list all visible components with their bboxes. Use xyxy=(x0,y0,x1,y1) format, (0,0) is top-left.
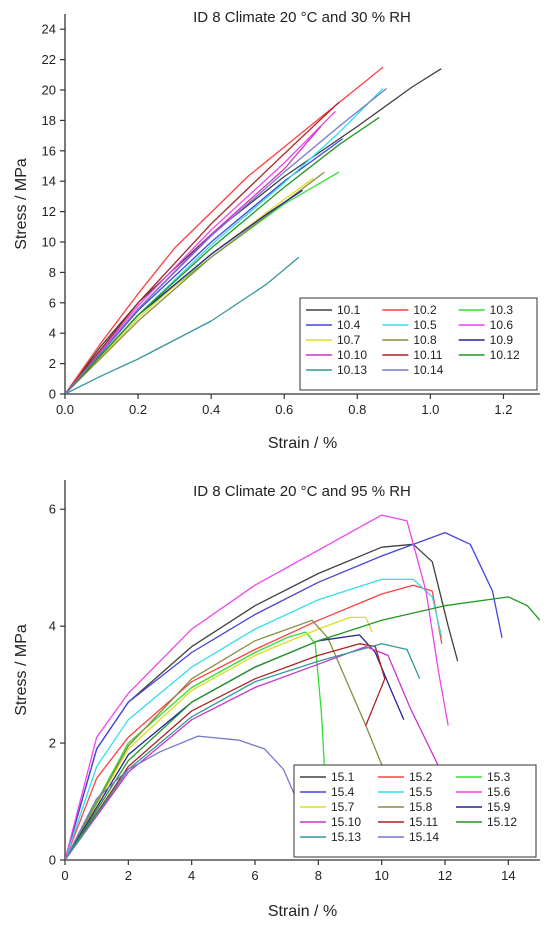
x-tick-label: 0.6 xyxy=(275,402,293,417)
x-axis-label: Strain / % xyxy=(268,903,337,920)
x-tick-label: 0 xyxy=(61,868,68,883)
series-line-10.13 xyxy=(65,256,300,394)
x-tick-label: 6 xyxy=(251,868,258,883)
series-line-15.3 xyxy=(65,631,326,860)
legend-label: 15.5 xyxy=(409,785,433,799)
series-line-15.8 xyxy=(65,619,395,860)
y-tick-label: 6 xyxy=(49,295,56,310)
series-line-15.7 xyxy=(65,616,373,860)
legend-label: 15.4 xyxy=(331,785,355,799)
x-tick-label: 8 xyxy=(315,868,322,883)
series-line-10.4 xyxy=(65,138,344,394)
x-tick-label: 1.2 xyxy=(494,402,512,417)
series-line-10.2 xyxy=(65,66,384,394)
series-group xyxy=(65,66,442,394)
y-tick-label: 4 xyxy=(49,326,56,341)
x-tick-label: 0.2 xyxy=(129,402,147,417)
legend-box xyxy=(299,297,538,391)
series-line-15.10 xyxy=(65,645,440,860)
legend-label: 10.7 xyxy=(337,333,361,347)
legend-label: 15.14 xyxy=(409,830,439,844)
series-line-10.8 xyxy=(65,171,325,394)
legend-label: 10.9 xyxy=(490,333,514,347)
series-line-15.4 xyxy=(65,531,503,860)
x-tick-label: 4 xyxy=(188,868,195,883)
legend-label: 10.10 xyxy=(337,348,367,362)
x-tick-label: 1.0 xyxy=(421,402,439,417)
y-axis-label: Stress / MPa xyxy=(13,158,30,250)
series-line-15.6 xyxy=(65,514,449,860)
legend-box xyxy=(293,764,537,858)
chart-1: ID 8 Climate 20 °C and 30 % RH 0.0 0.2 0.4 0… xyxy=(13,9,540,452)
legend: 10.1 10.2 10.310.4 10.5 10.610.7 10.8 10.910.1… xyxy=(299,297,538,391)
legend-label: 10.5 xyxy=(413,318,437,332)
series-line-10.12 xyxy=(65,116,380,394)
legend-label: 15.11 xyxy=(409,815,438,829)
legend-label: 10.12 xyxy=(490,348,520,362)
y-tick-label: 14 xyxy=(42,174,56,189)
series-line-10.9 xyxy=(65,189,303,394)
legend-label: 15.8 xyxy=(409,800,433,814)
y-tick-label: 18 xyxy=(42,113,56,128)
y-tick-label: 22 xyxy=(42,52,56,67)
x-tick-label: 10 xyxy=(374,868,388,883)
series-line-10.14 xyxy=(65,87,387,394)
y-tick-label: 0 xyxy=(49,387,56,402)
legend-label: 15.7 xyxy=(331,800,355,814)
y-tick-label: 2 xyxy=(49,356,56,371)
series-line-10.3 xyxy=(65,171,340,394)
y-tick-label: 2 xyxy=(49,736,56,751)
x-axis-label: Strain / % xyxy=(268,435,337,452)
series-line-15.13 xyxy=(65,643,421,860)
x-tick-label: 0.4 xyxy=(202,402,220,417)
legend-label: 10.14 xyxy=(413,363,443,377)
y-tick-label: 0 xyxy=(49,853,56,868)
y-tick-label: 8 xyxy=(49,265,56,280)
legend-label: 15.12 xyxy=(487,815,517,829)
legend-label: 10.13 xyxy=(337,363,367,377)
x-tick-label: 0.0 xyxy=(56,402,74,417)
legend-label: 10.11 xyxy=(413,348,442,362)
legend-label: 15.2 xyxy=(409,770,433,784)
legend: 15.1 15.2 15.315.4 15.5 15.615.7 15.8 15.915.1… xyxy=(293,764,537,858)
series-line-10.11 xyxy=(65,101,340,394)
y-tick-label: 24 xyxy=(42,22,56,37)
y-tick-label: 16 xyxy=(42,143,56,158)
y-tick-label: 10 xyxy=(42,235,56,250)
legend-label: 10.8 xyxy=(413,333,437,347)
legend-label: 15.6 xyxy=(487,785,511,799)
legend-label: 10.3 xyxy=(490,303,514,317)
y-tick-label: 6 xyxy=(49,502,56,517)
series-line-15.12 xyxy=(65,596,540,860)
chart-title: ID 8 Climate 20 °C and 95 % RH xyxy=(193,483,411,500)
series-line-15.5 xyxy=(65,578,443,860)
legend-label: 15.1 xyxy=(331,770,355,784)
y-tick-label: 12 xyxy=(42,204,56,219)
legend-label: 15.10 xyxy=(331,815,361,829)
chart-2: ID 8 Climate 20 °C and 95 % RH 0 2 4 6 8 10 12 1… xyxy=(13,480,540,920)
legend-label: 10.6 xyxy=(490,318,514,332)
x-tick-label: 0.8 xyxy=(348,402,366,417)
legend-label: 15.3 xyxy=(487,770,511,784)
x-tick-label: 14 xyxy=(501,868,515,883)
x-tick-label: 2 xyxy=(125,868,132,883)
chart-title: ID 8 Climate 20 °C and 30 % RH xyxy=(193,9,411,26)
series-line-10.6 xyxy=(65,110,336,394)
y-axis-label: Stress / MPa xyxy=(13,624,30,716)
legend-label: 10.4 xyxy=(337,318,361,332)
series-group xyxy=(65,514,540,860)
legend-label: 15.9 xyxy=(487,800,511,814)
legend-label: 15.13 xyxy=(331,830,361,844)
series-line-10.1 xyxy=(65,68,442,394)
legend-label: 10.2 xyxy=(413,303,437,317)
series-line-15.11 xyxy=(65,643,386,860)
legend-label: 10.1 xyxy=(337,303,361,317)
y-tick-label: 4 xyxy=(49,619,56,634)
x-tick-label: 12 xyxy=(438,868,452,883)
series-line-15.14 xyxy=(65,735,297,860)
y-tick-label: 20 xyxy=(42,83,56,98)
